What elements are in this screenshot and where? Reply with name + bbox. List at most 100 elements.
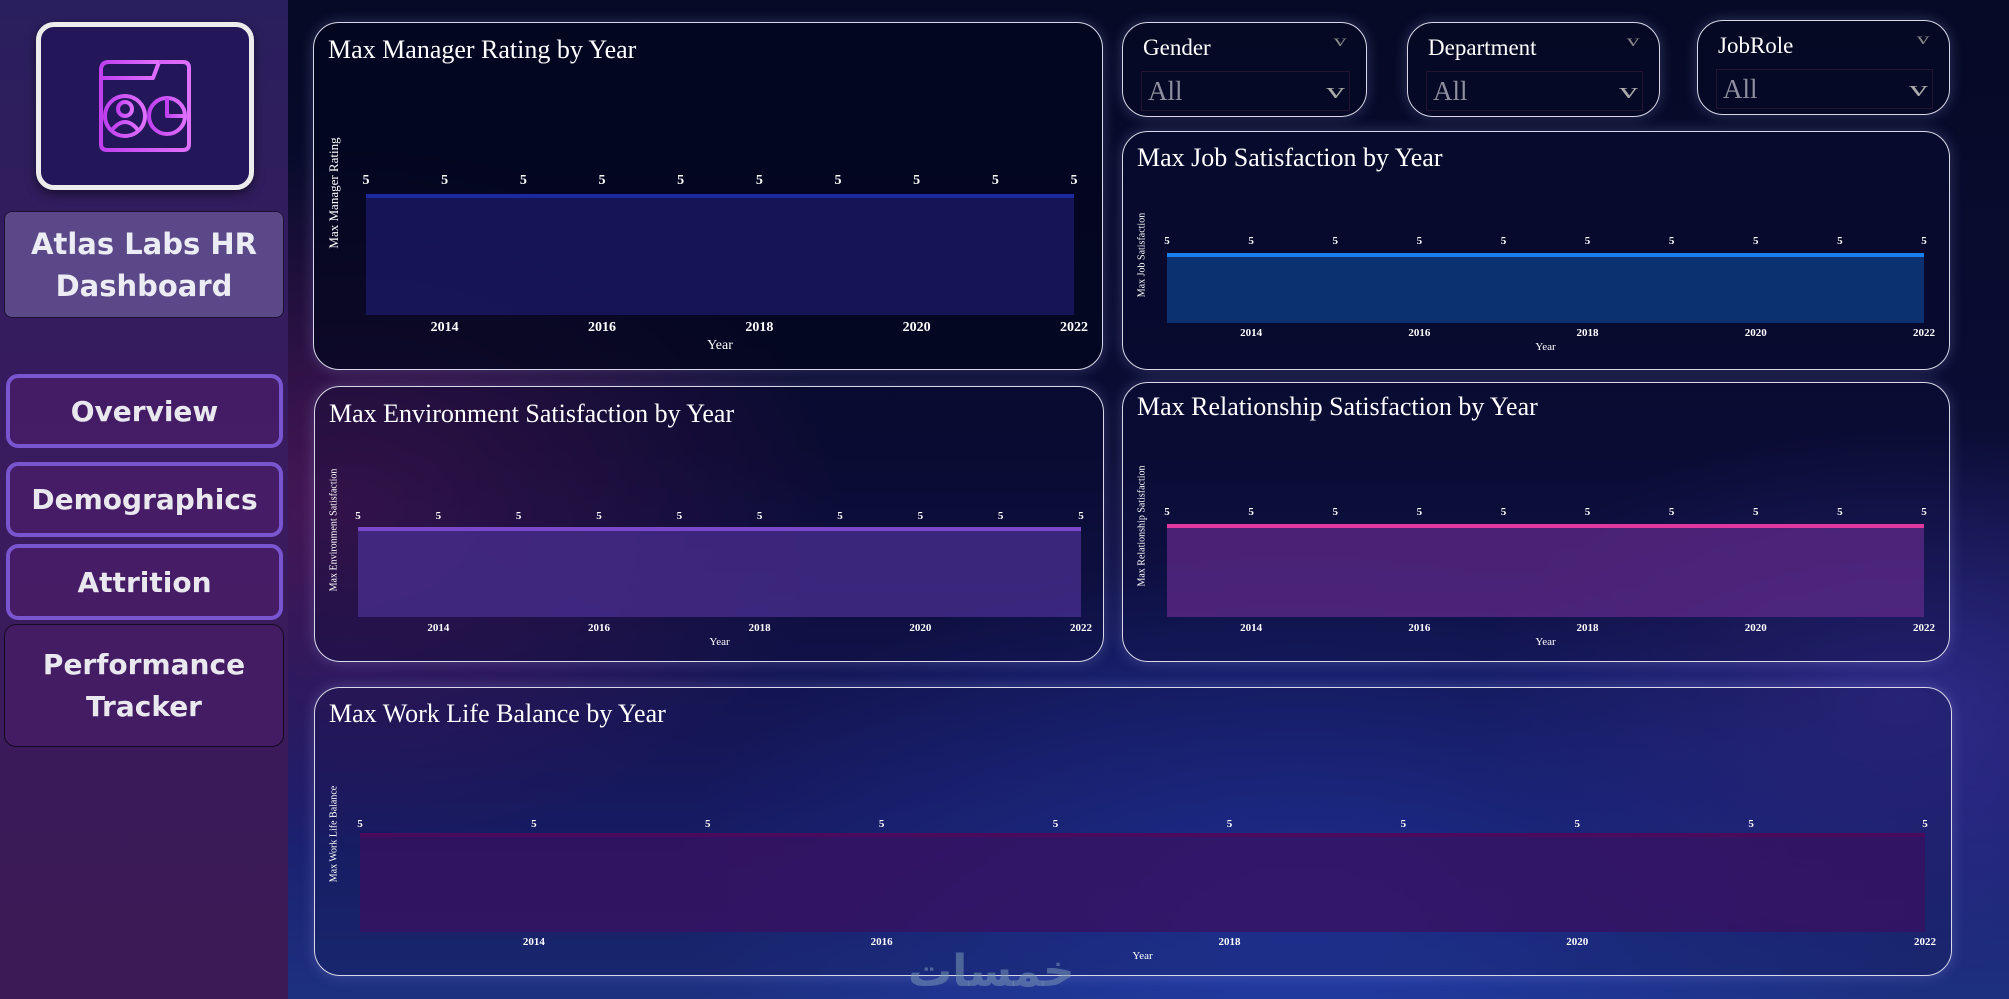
nav-attrition-button[interactable]: Attrition [6,544,283,620]
chevron-down-icon: v [1909,76,1928,101]
data-label: 5 [1574,818,1580,830]
x-tick-label: 2016 [1408,327,1431,339]
x-tick-label: 2018 [749,622,772,634]
data-label: 5 [1837,506,1843,518]
y-axis-title: Max Relationship Satisfaction [1136,465,1147,586]
data-label: 5 [879,818,885,830]
data-label: 5 [837,510,843,522]
data-label: 5 [1921,506,1927,518]
chevron-down-icon[interactable]: v [1333,33,1347,50]
data-label: 5 [357,818,363,830]
data-label: 5 [1332,235,1338,247]
data-label: 5 [436,510,442,522]
x-axis-title: Year [707,338,733,353]
x-tick-label: 2020 [1566,936,1589,948]
chart-svg: 5 5 5 5 5 5 5 5 5 5 2014 2016 2018 2020 2022 Year Max Jo… [1136,213,1936,353]
data-label: 5 [363,173,370,188]
data-label: 5 [1248,506,1254,518]
data-label: 5 [1501,235,1507,247]
data-label: 5 [1501,506,1507,518]
data-label: 5 [1227,818,1233,830]
data-label: 5 [757,510,763,522]
department-selected-value: All [1433,75,1468,106]
data-label: 5 [1417,506,1423,518]
data-label: 5 [441,173,448,188]
x-tick-label: 2020 [1745,622,1768,634]
x-tick-label: 2022 [1914,936,1937,948]
chart-title: Max Work Life Balance by Year [329,699,666,728]
data-label: 5 [1053,818,1059,830]
department-filter-label: Department [1428,35,1537,60]
data-label: 5 [1071,173,1078,188]
x-tick-label: 2016 [588,320,616,335]
data-label: 5 [998,510,1004,522]
gender-dropdown[interactable]: All v [1141,71,1350,111]
data-label: 5 [1078,510,1084,522]
chart-title: Max Manager Rating by Year [328,35,637,64]
data-label: 5 [596,510,602,522]
gender-selected-value: All [1148,75,1183,106]
jobrole-filter-label: JobRole [1718,33,1794,58]
data-label: 5 [1164,506,1170,518]
data-label: 5 [1753,235,1759,247]
nav-performance-tracker-button[interactable]: Performance Tracker [4,624,284,747]
data-label: 5 [992,173,999,188]
chevron-down-icon[interactable]: v [1626,33,1640,50]
x-tick-label: 2014 [431,320,459,335]
sidebar: Atlas Labs HR Dashboard Overview Demogra… [0,0,288,999]
area-fill [1167,526,1924,617]
manager-rating-chart-card: Max Manager Rating by Year 5 5 5 5 5 5 5 5 5 5 201… [313,22,1103,370]
data-label: 5 [756,173,763,188]
x-tick-label: 2018 [1577,622,1600,634]
x-tick-label: 2014 [1240,622,1263,634]
data-label: 5 [516,510,522,522]
data-label: 5 [1585,506,1591,518]
data-label: 5 [1921,235,1927,247]
dashboard-profile-pie-icon [99,60,191,152]
data-label: 5 [835,173,842,188]
x-tick-label: 2022 [1070,622,1093,634]
y-axis-title: Max Environment Satisfaction [328,469,339,592]
x-tick-label: 2014 [523,936,546,948]
nav-overview-button[interactable]: Overview [6,374,283,448]
chart-title: Max Relationship Satisfaction by Year [1137,392,1538,421]
data-label: 5 [677,173,684,188]
x-axis-title: Year [1535,636,1556,648]
x-tick-label: 2018 [745,320,773,335]
y-axis-title: Max Work Life Balance [328,785,339,882]
x-tick-label: 2022 [1913,327,1936,339]
chart-title: Max Job Satisfaction by Year [1137,143,1443,172]
chart-svg: 5 5 5 5 5 5 5 5 5 5 2014 2016 2018 2020 2022 Year Max Wo… [328,785,1937,962]
x-tick-label: 2016 [1408,622,1431,634]
data-label: 5 [1837,235,1843,247]
x-axis-title: Year [1132,950,1153,962]
data-label: 5 [1669,506,1675,518]
logo [36,22,254,190]
x-tick-label: 2016 [871,936,894,948]
x-axis-title: Year [709,636,730,648]
data-label: 5 [1753,506,1759,518]
data-label: 5 [1164,235,1170,247]
relationship-satisfaction-chart-card: Max Relationship Satisfaction by Year 5 5… [1122,382,1950,662]
nav-demographics-button[interactable]: Demographics [6,462,283,537]
data-label: 5 [1401,818,1407,830]
data-label: 5 [913,173,920,188]
area-fill [1167,255,1924,323]
jobrole-filter: JobRole v All v [1697,20,1950,115]
department-dropdown[interactable]: All v [1426,71,1643,111]
chart-svg: 5 5 5 5 5 5 5 5 5 5 2014 2016 2018 2020 2022 Year Max Ma… [326,137,1088,353]
area-fill [360,835,1925,932]
chart-svg: 5 5 5 5 5 5 5 5 5 5 2014 2016 2018 2020 2022 Year Max Re… [1136,465,1936,648]
data-label: 5 [1248,235,1254,247]
gender-filter: Gender v All v [1122,22,1367,117]
department-filter: Department v All v [1407,22,1660,117]
x-tick-label: 2018 [1577,327,1600,339]
chevron-down-icon: v [1619,78,1638,103]
x-tick-label: 2022 [1913,622,1936,634]
area-fill [358,529,1081,617]
jobrole-dropdown[interactable]: All v [1716,69,1933,109]
chevron-down-icon[interactable]: v [1916,31,1930,48]
chart-svg: 5 5 5 5 5 5 5 5 5 5 2014 2016 2018 2020 2022 Year Max En… [328,469,1093,648]
